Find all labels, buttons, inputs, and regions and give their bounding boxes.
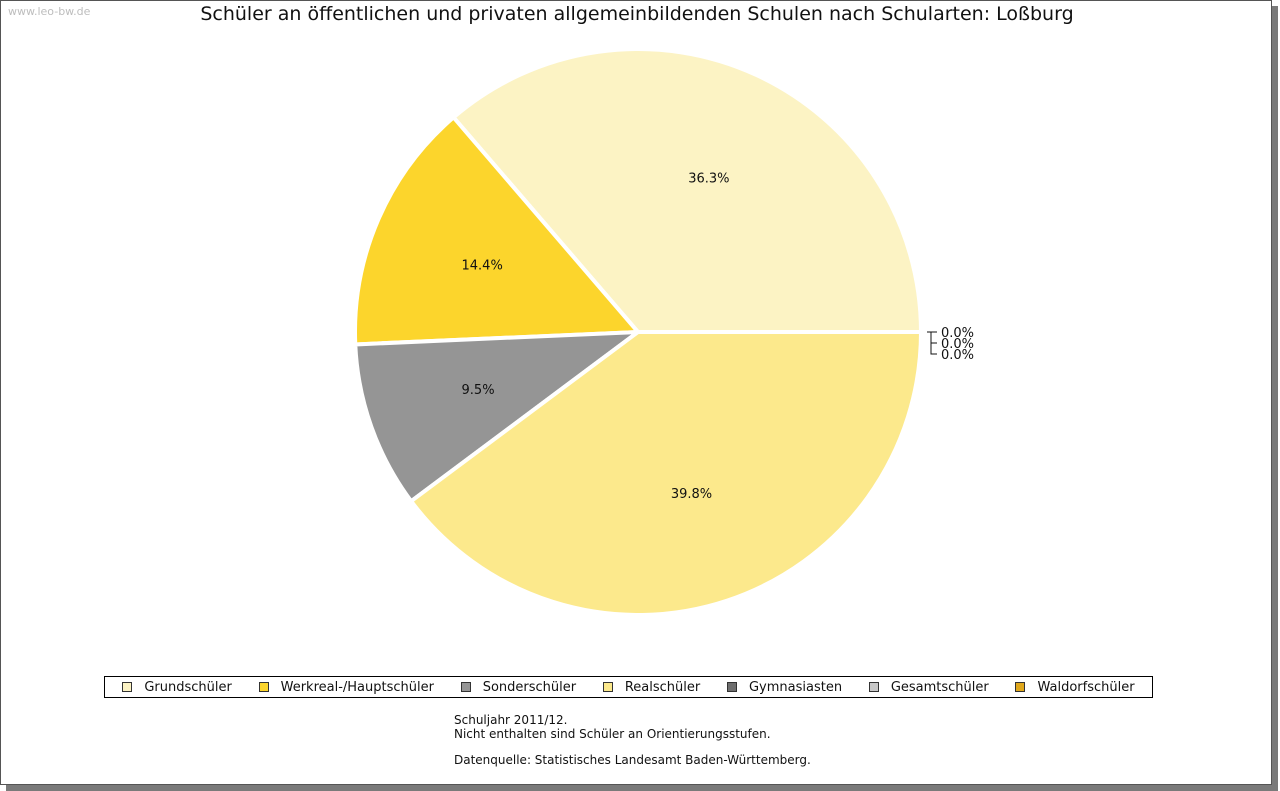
legend-swatch bbox=[1015, 682, 1026, 692]
note-data-source: Datenquelle: Statistisches Landesamt Bad… bbox=[454, 753, 811, 767]
watermark: www.leo-bw.de bbox=[8, 5, 91, 18]
legend-swatch bbox=[258, 682, 269, 692]
slice-label-sondersch-ler: 9.5% bbox=[462, 383, 495, 398]
legend-item-gymnasiasten: Gymnasiasten bbox=[726, 679, 843, 695]
legend-swatch bbox=[460, 682, 471, 692]
slice-label-gesamtsch-ler: 0.0% bbox=[941, 337, 974, 352]
pie-labels: 36.3% 14.4% 9.5% 39.8% bbox=[462, 172, 730, 502]
slice-label-waldorfsch-ler: 0.0% bbox=[941, 348, 974, 363]
slice-label-realsch-ler: 39.8% bbox=[671, 487, 712, 502]
legend-item-sondersch-ler: Sonderschüler bbox=[460, 679, 577, 695]
legend-item-realsch-ler: Realschüler bbox=[602, 679, 701, 695]
legend-label: Sonderschüler bbox=[482, 679, 577, 695]
chart-notes: Schuljahr 2011/12. Nicht enthalten sind … bbox=[454, 713, 811, 767]
pie-slice-sondersch-ler bbox=[353, 330, 640, 504]
legend-label: Gymnasiasten bbox=[748, 679, 843, 695]
legend-label: Grundschüler bbox=[144, 679, 232, 695]
pie-slice-werkreal-hauptsch-ler bbox=[353, 115, 640, 347]
legend: Grundschüler Werkreal-/Hauptschüler Sonder… bbox=[104, 676, 1153, 698]
chart-title: Schüler an öffentlichen und privaten all… bbox=[200, 3, 1074, 25]
legend-label: Waldorfschüler bbox=[1037, 679, 1135, 695]
legend-swatch bbox=[868, 682, 879, 692]
pie-slices bbox=[353, 47, 923, 617]
note-school-year: Schuljahr 2011/12. bbox=[454, 713, 568, 727]
slice-label-gymnasiasten: 0.0% bbox=[941, 326, 974, 341]
legend-label: Realschüler bbox=[624, 679, 701, 695]
pie-slice-realsch-ler bbox=[409, 330, 923, 617]
outside-labels: 0.0%0.0%0.0% bbox=[927, 326, 974, 363]
legend-label: Werkreal-/Hauptschüler bbox=[280, 679, 434, 695]
leader-line-gesamtsch-ler bbox=[927, 331, 937, 344]
legend-item-waldorfsch-ler: Waldorfschüler bbox=[1015, 679, 1135, 695]
legend-swatch bbox=[122, 682, 133, 692]
leader-line-waldorfsch-ler bbox=[927, 331, 937, 355]
legend-item-grundsch-ler: Grundschüler bbox=[122, 680, 232, 695]
legend-label: Gesamtschüler bbox=[890, 679, 989, 695]
slice-label-grundsch-ler: 36.3% bbox=[688, 172, 729, 187]
legend-item-werkreal-hauptsch-ler: Werkreal-/Hauptschüler bbox=[258, 679, 434, 695]
pie-slice-grundsch-ler bbox=[451, 47, 923, 334]
note-exclusion: Nicht enthalten sind Schüler an Orientie… bbox=[454, 727, 771, 741]
slice-label-werkreal-hauptsch-ler: 14.4% bbox=[462, 259, 503, 274]
legend-item-gesamtsch-ler: Gesamtschüler bbox=[868, 679, 989, 695]
legend-swatch bbox=[726, 682, 737, 692]
legend-swatch bbox=[602, 682, 613, 692]
